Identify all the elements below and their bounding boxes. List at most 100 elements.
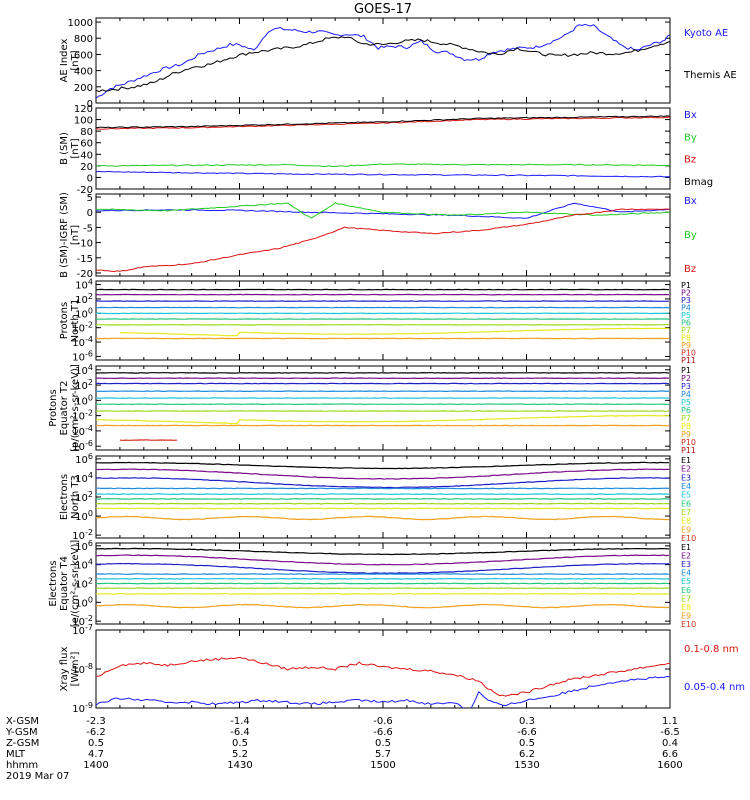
y-axis-label: B (SM)-IGRF (SM)	[59, 192, 70, 278]
series-line-e8	[96, 592, 670, 595]
y-tick-label: 10-2	[72, 321, 93, 335]
series-line-p9	[96, 337, 670, 340]
y-tick-label: 80	[80, 127, 93, 138]
legend-label: P8	[681, 334, 691, 343]
y-tick-label: 102	[75, 577, 93, 591]
legend-label: P2	[681, 374, 691, 383]
legend-label: E3	[681, 560, 691, 569]
legend-label: E6	[681, 499, 691, 508]
legend-label: P2	[681, 289, 691, 298]
y-tick-label: 0	[87, 173, 93, 184]
y-tick-label: 200	[74, 83, 93, 94]
y-tick-label: 40	[80, 150, 93, 161]
series-line-e5	[96, 493, 670, 496]
x-axis-value: 0.5	[232, 738, 248, 749]
legend-label: P11	[681, 356, 696, 365]
y-axis-label: [nT]	[70, 50, 81, 70]
series-line-e6	[96, 582, 670, 585]
series-line-e5	[96, 577, 670, 580]
y-tick-label: 10-7	[72, 623, 93, 637]
series-line-p7	[96, 410, 670, 412]
y-tick-label: 100	[74, 116, 93, 127]
legend-label: By	[684, 230, 697, 241]
panel-3: B (SM)-IGRF (SM) [nT] -20 -15 -10 -5 0 5 Bx By Bz	[59, 192, 697, 280]
legend-label: E3	[681, 473, 691, 482]
legend-label: By	[684, 132, 697, 143]
y-tick-label: 10-6	[72, 349, 93, 363]
series-line-p8	[119, 327, 669, 337]
series-line-kyoto-ae	[96, 23, 670, 99]
legend-label: E10	[681, 534, 696, 543]
series-line-p8	[96, 414, 670, 425]
y-tick-label: 600	[74, 50, 93, 61]
y-axis-label: Electrons	[59, 474, 70, 520]
panel-frame	[95, 107, 671, 190]
series-line-bx	[96, 202, 670, 219]
y-tick-label: 5	[87, 193, 93, 204]
y-axis-label: Electrons	[48, 560, 59, 606]
legend-label: Bx	[684, 196, 697, 207]
legend-label: Themis AE	[683, 70, 737, 81]
legend-label: P10	[681, 349, 696, 358]
series-line-bx	[96, 170, 670, 178]
x-axis-value: -0.6	[373, 716, 393, 727]
x-axis-row-name: Z-GSM	[6, 738, 39, 749]
y-tick-label: 100	[75, 393, 93, 407]
y-tick-label: 104	[75, 363, 93, 377]
panel-7: Electrons Equator T4 [e/(cm²-s-sr-keV)]10-…	[48, 539, 696, 629]
legend-label: Bx	[684, 110, 697, 121]
date-label: 2019 Mar 07	[6, 771, 69, 782]
y-tick-label: 104	[75, 278, 93, 292]
y-tick-label: 104	[75, 471, 93, 485]
legend-label: P3	[681, 296, 691, 305]
y-axis-label: North T1	[70, 299, 81, 343]
series-line-bz	[96, 116, 670, 130]
series-line-p1	[96, 371, 670, 374]
legend-label: P5	[681, 311, 691, 320]
series-line-themis-ae	[96, 36, 670, 93]
series-line-0-05-0-4-nm	[96, 675, 670, 708]
y-tick-label: 10-4	[72, 335, 93, 349]
x-axis-value: -6.6	[517, 727, 537, 738]
x-axis-value: -6.5	[660, 727, 680, 738]
x-axis-value: 0.5	[88, 738, 104, 749]
panel-1: AE Index [nT] 0 200 400 600 800 1000 Kyoto AE The…	[59, 17, 737, 110]
series-line-0-1-0-8-nm	[96, 656, 670, 697]
y-axis-label: [p/(cm²-s-sr-keV)]	[70, 364, 81, 452]
series-line-by	[96, 163, 670, 168]
y-tick-label: 10-2	[72, 614, 93, 628]
legend-label: P1	[681, 281, 691, 290]
panel-frame	[95, 193, 671, 277]
x-axis-value: 6.6	[662, 749, 678, 760]
x-axis-value: 1530	[514, 760, 539, 771]
legend-label: E1	[681, 456, 691, 465]
x-axis-value: -6.4	[230, 727, 250, 738]
series-line-e3	[96, 477, 670, 489]
y-tick-label: 800	[74, 34, 93, 45]
y-tick-label: 10-2	[72, 528, 93, 542]
legend-label: P9	[681, 341, 691, 350]
y-tick-label: 60	[80, 139, 93, 150]
legend-label: E6	[681, 586, 691, 595]
legend-label: E9	[681, 611, 691, 620]
y-axis-label: [nT]	[70, 225, 81, 245]
y-tick-label: 120	[74, 104, 93, 115]
legend-label: P1	[681, 366, 691, 375]
legend-label: E2	[681, 465, 691, 474]
y-tick-label: 0	[87, 99, 93, 110]
legend-label: E7	[681, 594, 691, 603]
y-axis-label: AE Index	[59, 38, 70, 82]
y-tick-label: 10-4	[72, 424, 93, 438]
y-axis-label: Xray flux	[59, 647, 70, 692]
y-axis-label: [nT]	[70, 138, 81, 158]
y-tick-label: 10-8	[72, 662, 93, 676]
x-axis-value: 6.2	[519, 749, 535, 760]
y-tick-label: 10-2	[72, 409, 93, 423]
y-tick-label: 10-6	[72, 439, 93, 453]
legend-label: P6	[681, 406, 691, 415]
legend-label: P9	[681, 430, 691, 439]
x-axis-value: 1600	[657, 760, 682, 771]
series-line-bmag	[96, 115, 670, 129]
x-axis-row-name: MLT	[6, 749, 26, 760]
